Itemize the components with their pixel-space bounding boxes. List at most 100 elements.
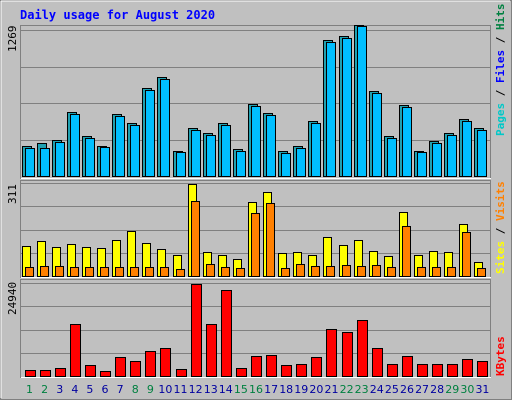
visits-bar bbox=[387, 267, 396, 277]
kbytes-bar bbox=[191, 284, 202, 377]
files-bar bbox=[477, 130, 487, 177]
x-axis-label-day-17: 17 bbox=[264, 383, 278, 396]
files-bar bbox=[85, 138, 95, 177]
visits-bar bbox=[417, 267, 426, 277]
files-bar bbox=[387, 138, 397, 177]
files-bar bbox=[145, 90, 155, 177]
kbytes-bar bbox=[296, 364, 307, 377]
kbytes-bar bbox=[266, 355, 277, 377]
kbytes-bar bbox=[176, 369, 187, 377]
x-axis-label-day-9: 9 bbox=[147, 383, 154, 396]
visits-bar bbox=[40, 266, 49, 277]
x-axis-label-day-2: 2 bbox=[41, 383, 48, 396]
kbytes-bar bbox=[402, 356, 413, 377]
kbytes-bar bbox=[115, 357, 126, 377]
bars bbox=[22, 25, 488, 377]
files-bar bbox=[55, 142, 65, 177]
x-axis-label-day-25: 25 bbox=[385, 383, 399, 396]
files-bar bbox=[130, 125, 140, 177]
files-bar bbox=[342, 38, 352, 177]
legend-sep-3: / bbox=[494, 221, 507, 241]
visits-bar bbox=[55, 266, 64, 277]
kbytes-bar bbox=[326, 329, 337, 377]
kbytes-bar bbox=[130, 361, 141, 377]
files-bar bbox=[25, 148, 35, 177]
files-bar bbox=[160, 79, 170, 177]
legend-pages: Pages bbox=[494, 103, 507, 136]
x-axis-label-day-7: 7 bbox=[117, 383, 124, 396]
files-bar bbox=[326, 42, 336, 177]
kbytes-bar bbox=[462, 359, 473, 377]
x-axis-label-day-6: 6 bbox=[102, 383, 109, 396]
x-axis-label-day-27: 27 bbox=[415, 383, 429, 396]
x-axis-label-day-4: 4 bbox=[71, 383, 78, 396]
kbytes-bar bbox=[25, 370, 36, 377]
kbytes-legend: KBytes bbox=[494, 336, 507, 376]
files-bar bbox=[296, 148, 306, 177]
kbytes-bar bbox=[236, 368, 247, 377]
x-axis-label-day-21: 21 bbox=[324, 383, 338, 396]
visits-bar bbox=[206, 264, 215, 277]
kbytes-bar bbox=[447, 364, 458, 377]
visits-bar bbox=[447, 267, 456, 277]
hits-legend: Pages / Files / Hits bbox=[494, 4, 507, 137]
visits-bar bbox=[402, 226, 411, 277]
x-axis-label-day-13: 13 bbox=[204, 383, 218, 396]
kbytes-bar bbox=[357, 320, 368, 377]
files-bar bbox=[281, 153, 291, 177]
x-axis-label-day-5: 5 bbox=[86, 383, 93, 396]
files-bar bbox=[115, 116, 125, 177]
kbytes-bar bbox=[206, 324, 217, 377]
x-axis-label-day-11: 11 bbox=[174, 383, 188, 396]
kbytes-bar bbox=[160, 348, 171, 377]
visits-bar bbox=[372, 265, 381, 277]
files-bar bbox=[311, 123, 321, 177]
kbytes-bar bbox=[477, 361, 488, 377]
visits-max-label: 311 bbox=[6, 184, 19, 204]
legend-hits: Hits bbox=[494, 4, 507, 31]
visits-legend: Sites / Visits bbox=[494, 181, 507, 274]
x-axis-label-day-20: 20 bbox=[309, 383, 323, 396]
kbytes-bar bbox=[251, 356, 262, 377]
x-axis-label-day-18: 18 bbox=[279, 383, 293, 396]
x-axis-label-day-23: 23 bbox=[355, 383, 369, 396]
files-bar bbox=[432, 143, 442, 177]
visits-bar bbox=[160, 267, 169, 277]
visits-bar bbox=[85, 267, 94, 277]
files-bar bbox=[70, 114, 80, 177]
chart-title: Daily usage for August 2020 bbox=[20, 8, 215, 22]
x-axis-label-day-30: 30 bbox=[460, 383, 474, 396]
visits-bar bbox=[296, 264, 305, 277]
legend-sep-2: / bbox=[494, 30, 507, 50]
kbytes-bar bbox=[221, 290, 232, 377]
files-bar bbox=[447, 135, 457, 177]
visits-bar bbox=[221, 267, 230, 277]
files-bar bbox=[100, 147, 110, 177]
legend-visits: Visits bbox=[494, 181, 507, 221]
hits-legend-text: Pages / Files / Hits bbox=[494, 4, 507, 137]
x-axis-label-day-31: 31 bbox=[475, 383, 489, 396]
files-bar bbox=[206, 135, 216, 177]
x-axis-label-day-8: 8 bbox=[132, 383, 139, 396]
visits-bar bbox=[342, 265, 351, 277]
visits-bar bbox=[251, 213, 260, 277]
x-axis-label-day-16: 16 bbox=[249, 383, 263, 396]
x-axis-label-day-14: 14 bbox=[219, 383, 233, 396]
x-axis-label-day-12: 12 bbox=[189, 383, 203, 396]
visits-bar bbox=[462, 232, 471, 277]
kbytes-bar bbox=[70, 324, 81, 377]
legend-sites: Sites bbox=[494, 241, 507, 274]
x-axis-label-day-28: 28 bbox=[430, 383, 444, 396]
files-bar bbox=[40, 148, 50, 177]
kbytes-bar bbox=[311, 357, 322, 377]
kbytes-bar bbox=[387, 364, 398, 377]
kbytes-bar bbox=[145, 351, 156, 377]
x-axis-label-day-24: 24 bbox=[370, 383, 384, 396]
files-bar bbox=[266, 115, 276, 177]
files-bar bbox=[176, 152, 186, 177]
kbytes-bar bbox=[40, 370, 51, 377]
x-axis-label-day-10: 10 bbox=[158, 383, 172, 396]
files-bar bbox=[417, 152, 427, 177]
visits-bar bbox=[432, 267, 441, 277]
